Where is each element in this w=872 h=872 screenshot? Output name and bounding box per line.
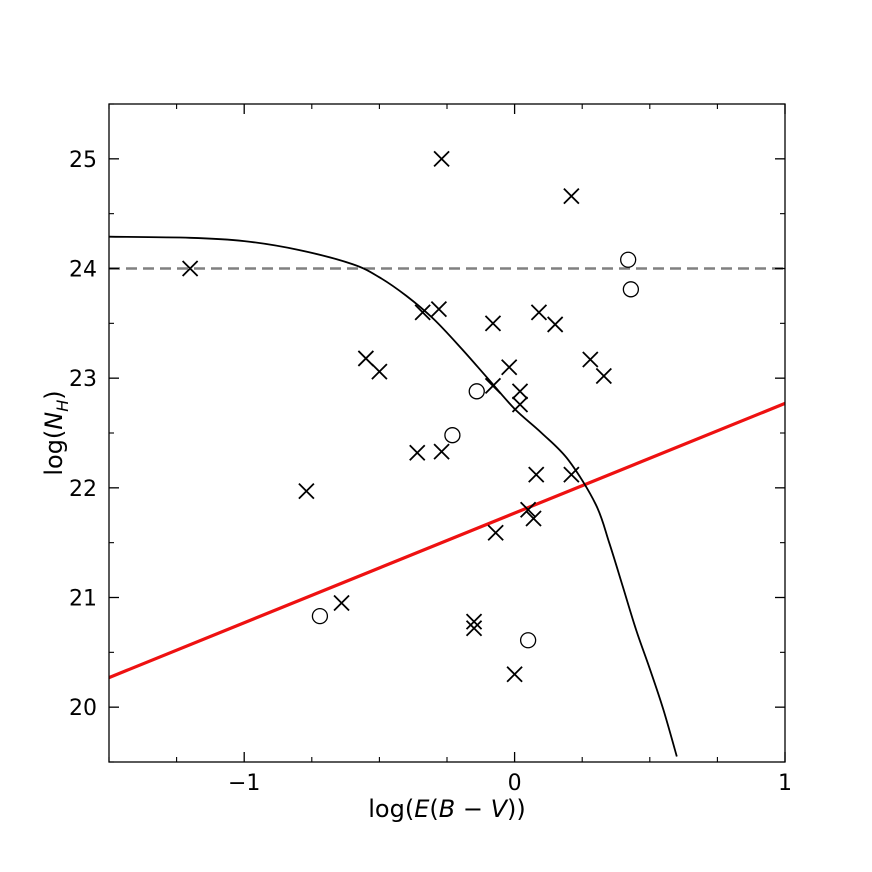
y-axis-label-part: H xyxy=(53,400,72,412)
cross-marker xyxy=(511,396,529,413)
cross-marker xyxy=(371,363,388,380)
x-axis-label-part: E xyxy=(414,795,430,823)
y-tick-label: 21 xyxy=(69,587,97,612)
cross-marker xyxy=(563,187,580,205)
axis-ticks: −1 0 1 20 21 22 23 24 25 xyxy=(69,103,792,796)
cross-marker xyxy=(414,304,431,321)
cross-marker xyxy=(484,377,502,394)
circle-marker xyxy=(468,383,485,400)
plot-area xyxy=(109,150,785,757)
x-axis-label-part: )) xyxy=(507,795,526,823)
x-axis-label-part: log( xyxy=(368,795,414,823)
y-tick-label: 25 xyxy=(69,148,97,173)
x-tick-label: 1 xyxy=(778,771,792,796)
x-axis-label-part: ( xyxy=(429,795,438,823)
cross-marker xyxy=(519,501,537,518)
cross-marker xyxy=(433,443,450,460)
circle-marker xyxy=(311,607,329,625)
x-tick-label: −1 xyxy=(228,771,260,796)
cross-marker xyxy=(487,524,504,541)
x-axis-label-part: V xyxy=(491,795,509,823)
cross-marker xyxy=(547,316,564,333)
cross-marker xyxy=(563,466,580,483)
cross-marker xyxy=(582,351,599,368)
circle-marker xyxy=(620,251,637,268)
y-tick-label: 24 xyxy=(69,258,97,283)
y-axis-label: log(NH) xyxy=(40,390,72,475)
y-axis-label-part: log( xyxy=(40,430,68,476)
cross-marker xyxy=(298,482,315,500)
fit-line-red xyxy=(109,401,785,680)
cross-marker xyxy=(506,666,523,683)
x-axis-label: log(E(B − V)) xyxy=(368,795,526,823)
cross-marker xyxy=(465,620,483,637)
circle-marker xyxy=(519,632,537,649)
y-tick-label: 22 xyxy=(69,477,97,502)
cross-marker xyxy=(501,359,518,376)
y-tick-label: 20 xyxy=(69,696,97,721)
cross-marker xyxy=(484,315,502,332)
circle-marker xyxy=(444,427,461,444)
y-tick-label: 23 xyxy=(69,367,97,392)
cross-marker xyxy=(181,260,199,277)
cross-marker xyxy=(525,510,542,527)
cross-marker xyxy=(511,383,529,400)
cross-marker xyxy=(530,304,548,321)
cross-marker xyxy=(409,444,426,461)
circle-marker xyxy=(622,281,640,298)
y-axis-label-part: ) xyxy=(40,390,68,399)
cross-marker xyxy=(465,613,483,630)
cross-marker xyxy=(528,466,545,483)
x-axis-label-part: B xyxy=(439,795,455,823)
y-axis-label-part: N xyxy=(40,412,68,430)
cross-marker xyxy=(433,150,450,167)
x-axis-label-part: − xyxy=(455,795,490,823)
cross-marker xyxy=(333,594,350,612)
cross-marker xyxy=(357,350,375,367)
cross-marker xyxy=(595,367,612,385)
cross-marker xyxy=(430,300,448,318)
x-tick-label: 0 xyxy=(508,771,522,796)
